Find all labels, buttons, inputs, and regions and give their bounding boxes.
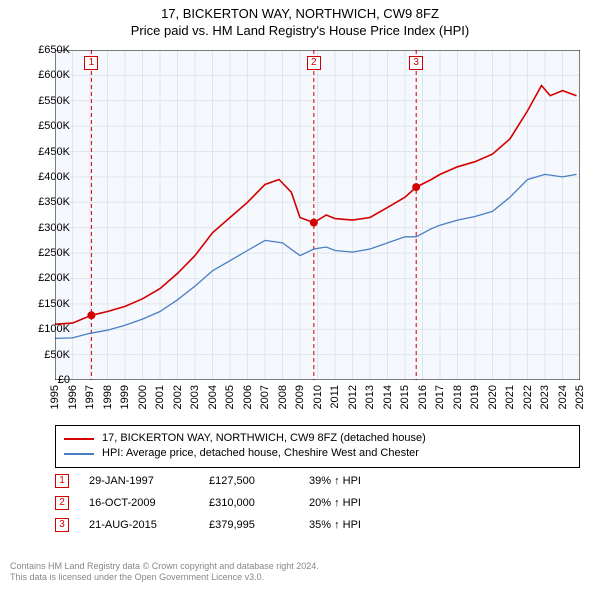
x-tick-label: 1999 — [119, 385, 131, 409]
x-tick-label: 2024 — [557, 385, 569, 409]
y-tick-label: £150K — [25, 298, 70, 310]
y-tick-label: £250K — [25, 247, 70, 259]
y-tick-label: £0 — [25, 374, 70, 386]
y-tick-label: £50K — [25, 349, 70, 361]
x-tick-label: 1995 — [49, 385, 61, 409]
title-block: 17, BICKERTON WAY, NORTHWICH, CW9 8FZ Pr… — [0, 0, 600, 40]
sale-date: 16-OCT-2009 — [89, 497, 189, 509]
chart-area — [55, 50, 580, 380]
y-tick-label: £300K — [25, 222, 70, 234]
legend-label: 17, BICKERTON WAY, NORTHWICH, CW9 8FZ (d… — [102, 431, 426, 446]
x-tick-label: 2008 — [277, 385, 289, 409]
x-tick-label: 2010 — [312, 385, 324, 409]
y-tick-label: £650K — [25, 44, 70, 56]
sale-price: £379,995 — [209, 519, 289, 531]
x-tick-label: 2001 — [154, 385, 166, 409]
sale-row: 3 21-AUG-2015 £379,995 35% ↑ HPI — [55, 514, 580, 536]
x-tick-label: 2007 — [259, 385, 271, 409]
sale-marker-box: 3 — [409, 56, 423, 70]
footer-line: This data is licensed under the Open Gov… — [10, 572, 319, 584]
x-tick-label: 2025 — [574, 385, 586, 409]
sale-diff: 39% ↑ HPI — [309, 475, 409, 487]
sale-marker: 1 — [55, 474, 69, 488]
legend-item: HPI: Average price, detached house, Ches… — [64, 446, 571, 461]
y-tick-label: £100K — [25, 323, 70, 335]
legend-swatch — [64, 453, 94, 455]
x-tick-label: 1996 — [67, 385, 79, 409]
x-tick-label: 1998 — [102, 385, 114, 409]
x-tick-label: 1997 — [84, 385, 96, 409]
x-tick-label: 2012 — [347, 385, 359, 409]
sale-row: 1 29-JAN-1997 £127,500 39% ↑ HPI — [55, 470, 580, 492]
x-tick-label: 2009 — [294, 385, 306, 409]
x-tick-label: 2000 — [137, 385, 149, 409]
y-tick-label: £500K — [25, 120, 70, 132]
sale-row: 2 16-OCT-2009 £310,000 20% ↑ HPI — [55, 492, 580, 514]
sale-marker-box: 2 — [307, 56, 321, 70]
legend: 17, BICKERTON WAY, NORTHWICH, CW9 8FZ (d… — [55, 425, 580, 468]
x-tick-label: 2004 — [207, 385, 219, 409]
y-tick-label: £450K — [25, 146, 70, 158]
sale-price: £310,000 — [209, 497, 289, 509]
x-tick-label: 2016 — [417, 385, 429, 409]
x-tick-label: 2023 — [539, 385, 551, 409]
sale-date: 29-JAN-1997 — [89, 475, 189, 487]
chart-svg — [55, 50, 580, 380]
legend-item: 17, BICKERTON WAY, NORTHWICH, CW9 8FZ (d… — [64, 431, 571, 446]
x-tick-label: 2019 — [469, 385, 481, 409]
sale-date: 21-AUG-2015 — [89, 519, 189, 531]
x-tick-label: 2017 — [434, 385, 446, 409]
sales-table: 1 29-JAN-1997 £127,500 39% ↑ HPI 2 16-OCT-200… — [55, 470, 580, 536]
title-subtitle: Price paid vs. HM Land Registry's House … — [0, 23, 600, 40]
x-tick-label: 2003 — [189, 385, 201, 409]
sale-diff: 35% ↑ HPI — [309, 519, 409, 531]
x-tick-label: 2018 — [452, 385, 464, 409]
x-tick-label: 2022 — [522, 385, 534, 409]
legend-label: HPI: Average price, detached house, Ches… — [102, 446, 419, 461]
x-tick-label: 2013 — [364, 385, 376, 409]
x-tick-label: 2006 — [242, 385, 254, 409]
footer-line: Contains HM Land Registry data © Crown c… — [10, 561, 319, 573]
x-tick-label: 2011 — [329, 385, 341, 409]
sale-price: £127,500 — [209, 475, 289, 487]
sale-marker-box: 1 — [84, 56, 98, 70]
x-tick-label: 2002 — [172, 385, 184, 409]
title-address: 17, BICKERTON WAY, NORTHWICH, CW9 8FZ — [0, 6, 600, 23]
x-tick-label: 2021 — [504, 385, 516, 409]
y-tick-label: £600K — [25, 69, 70, 81]
sale-diff: 20% ↑ HPI — [309, 497, 409, 509]
x-tick-label: 2015 — [399, 385, 411, 409]
sale-marker: 3 — [55, 518, 69, 532]
x-tick-label: 2014 — [382, 385, 394, 409]
chart-container: 17, BICKERTON WAY, NORTHWICH, CW9 8FZ Pr… — [0, 0, 600, 590]
x-tick-label: 2020 — [487, 385, 499, 409]
y-tick-label: £550K — [25, 95, 70, 107]
y-tick-label: £200K — [25, 272, 70, 284]
y-tick-label: £400K — [25, 171, 70, 183]
legend-swatch — [64, 438, 94, 440]
x-tick-label: 2005 — [224, 385, 236, 409]
y-tick-label: £350K — [25, 196, 70, 208]
footer: Contains HM Land Registry data © Crown c… — [10, 561, 319, 584]
sale-marker: 2 — [55, 496, 69, 510]
